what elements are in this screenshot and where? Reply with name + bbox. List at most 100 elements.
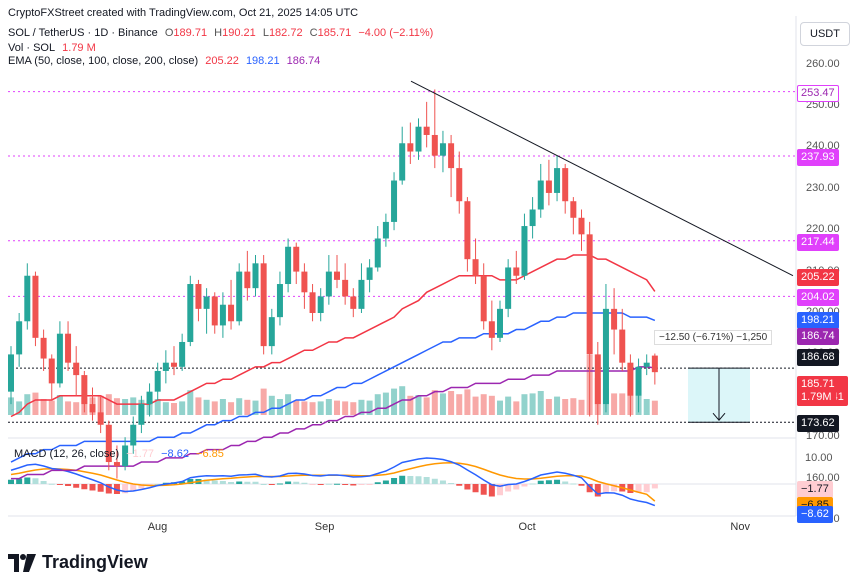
macd-histogram-bar [260,484,267,485]
macd-histogram-bar [73,484,80,488]
volume-bar [342,401,349,415]
macd-histogram-bar [89,484,96,491]
volume-bar [260,388,267,415]
macd-histogram-bar [488,484,495,497]
macd-histogram-bar [97,484,104,492]
macd-line [10,457,656,507]
candle-body [203,296,210,309]
candle-body [505,267,512,309]
candle-body [651,355,658,373]
price-badge: 173.62 [797,415,839,433]
volume-bar [472,396,479,415]
volume-bar [293,400,300,415]
candle-body [358,279,365,309]
macd-histogram-bar [480,484,487,495]
high-value: 190.21 [222,27,256,39]
price-badge: 237.93 [797,148,839,166]
open-label: O [164,27,174,39]
macd-histogram-bar [570,483,577,485]
candle-body [179,341,186,367]
macd-legend: MACD (12, 26, close) −1.77 −8.62 −6.85 [14,448,228,460]
candle-body [545,180,552,193]
macd-histogram-bar [594,484,601,497]
candle-body [285,246,292,285]
candle-body [627,362,634,396]
volume-bar [317,401,324,415]
volume-bar [179,401,186,415]
macd-histogram-bar [456,484,463,486]
candle-body [586,234,593,355]
volume-bar [505,396,512,415]
price-badge: 1.79M [797,389,836,406]
macd-histogram-bar [301,482,308,484]
volume-bar [105,394,112,415]
candle-body [293,246,300,272]
macd-histogram-bar [391,478,398,484]
price-badge: 205.22 [797,268,839,286]
candle-body [276,284,283,318]
macd-histogram-bar [635,484,642,493]
horizontal-levels [8,91,796,423]
candle-body [130,424,137,446]
macd-histogram-bar [16,478,23,484]
macd-histogram-bar [203,479,210,484]
time-tick-label: Oct [518,521,536,533]
macd-histogram-bar [554,479,561,484]
volume-bar [244,399,251,415]
macd-histogram-bar [179,481,186,484]
macd-histogram-bar [358,484,365,485]
macd-histogram-bar [252,481,259,484]
macd-tick-label: 10.00 [805,452,833,464]
candle-body [73,362,80,376]
candle-body [24,275,31,322]
macd-histogram-bar [317,484,324,485]
macd-histogram-bar [382,480,389,484]
macd-histogram-bar [497,484,503,496]
change-value: −4.00 (−2.11%) [358,27,434,39]
volume-bar [236,398,243,415]
candle-body [317,296,324,313]
candle-body [554,168,561,193]
candle-body [374,238,381,268]
macd-histogram-bar [56,484,63,485]
macd-histogram-bar [529,483,536,485]
volume-label[interactable]: Vol · SOL [8,42,56,54]
candle-body [122,445,129,467]
price-badge: 198.21 [797,311,839,329]
candle-body [488,321,495,338]
candle-body [8,354,14,392]
volume-bar [8,397,14,415]
candle-body [570,201,577,218]
candle-body [399,143,406,181]
candle-body [537,180,544,210]
candle-body [643,362,650,367]
currency-button[interactable]: USDT [800,22,850,46]
symbol-title[interactable]: SOL / TetherUS · 1D · Binance [8,27,158,39]
macd-histogram-bar [643,484,650,493]
volume-bar [122,399,129,415]
volume-bar [407,395,414,415]
candle-body [635,366,642,396]
candle-body [97,412,104,425]
volume-bar [40,399,47,415]
price-tick-label: 260.00 [806,57,840,70]
volume-bar [334,400,340,415]
macd-histogram-bar [651,484,658,489]
volume-bar [643,399,650,415]
trendline [410,80,794,277]
macd-histogram-bar [464,484,471,490]
ema-label[interactable]: EMA (50, close, 100, close, 200, close) [8,55,199,67]
candle-body [619,329,626,363]
macd-hist-value: −1.77 [126,448,155,460]
high-label: H [214,27,223,39]
candle-body [228,304,235,322]
macd-histogram-bar [236,481,243,484]
macd-label[interactable]: MACD (12, 26, close) [14,448,120,460]
macd-histogram-bar [24,477,31,484]
macd-histogram-bar [399,475,406,484]
candle-body [252,263,259,289]
volume-bar [521,394,528,415]
candle-body [260,263,267,347]
macd-histogram-bar [105,484,112,494]
